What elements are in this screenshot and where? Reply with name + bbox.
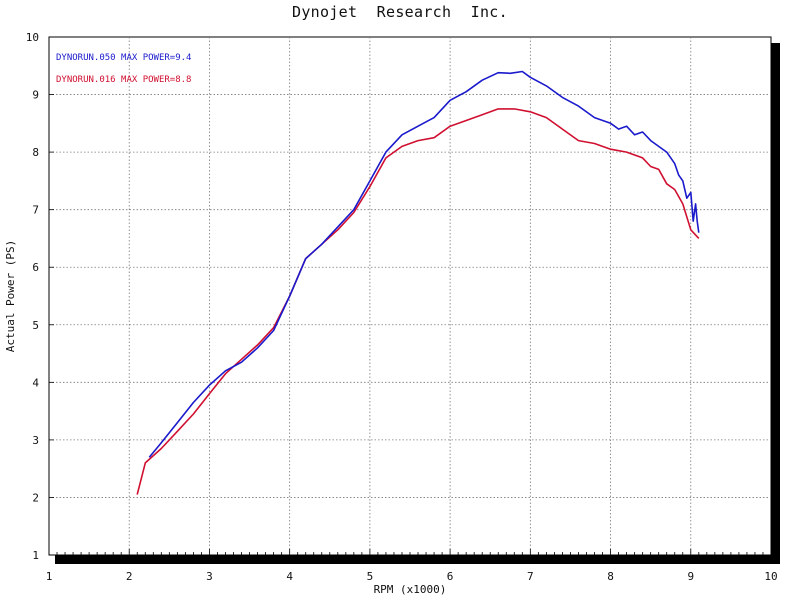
plot-shadow-right [771,43,780,564]
y-axis-label: Actual Power (PS) [4,240,17,353]
plot-shadow [55,43,780,564]
minor-ticks [48,36,772,556]
legend: DYNORUN.050 MAX POWER=9.4 DYNORUN.016 MAX… [56,53,191,85]
x-axis-label: RPM (x1000) [374,583,447,596]
y-tick-label: 6 [32,261,39,274]
y-tick-labels: 1 2 3 4 5 6 7 8 9 10 [26,31,40,562]
x-tick-label: 9 [687,570,694,583]
y-tick-label: 2 [32,491,39,504]
y-tick-label: 5 [32,319,39,332]
x-tick-label: 6 [447,570,454,583]
x-tick-label: 10 [764,570,777,583]
x-tick-label: 4 [286,570,293,583]
y-tick-label: 10 [26,31,39,44]
chart-title: Dynojet Research Inc. [292,3,508,21]
x-tick-label: 8 [607,570,614,583]
y-tick-label: 1 [32,549,39,562]
x-tick-label: 3 [206,570,213,583]
x-tick-labels: 1 2 3 4 5 6 7 8 9 10 [46,570,778,583]
x-tick-label: 5 [367,570,374,583]
plot-shadow-bottom [55,555,780,564]
x-tick-label: 7 [527,570,534,583]
series-line-1 [148,70,700,458]
y-tick-label: 3 [32,434,39,447]
y-tick-label: 8 [32,146,39,159]
y-tick-label: 9 [32,89,39,102]
legend-entry-2: DYNORUN.016 MAX POWER=8.8 [56,75,191,85]
y-tick-label: 7 [32,204,39,217]
legend-entry-1: DYNORUN.050 MAX POWER=9.4 [56,53,191,63]
x-tick-label: 1 [46,570,53,583]
y-tick-label: 4 [32,376,39,389]
x-tick-label: 2 [126,570,133,583]
series-group [136,70,700,495]
plot-area [48,36,772,556]
